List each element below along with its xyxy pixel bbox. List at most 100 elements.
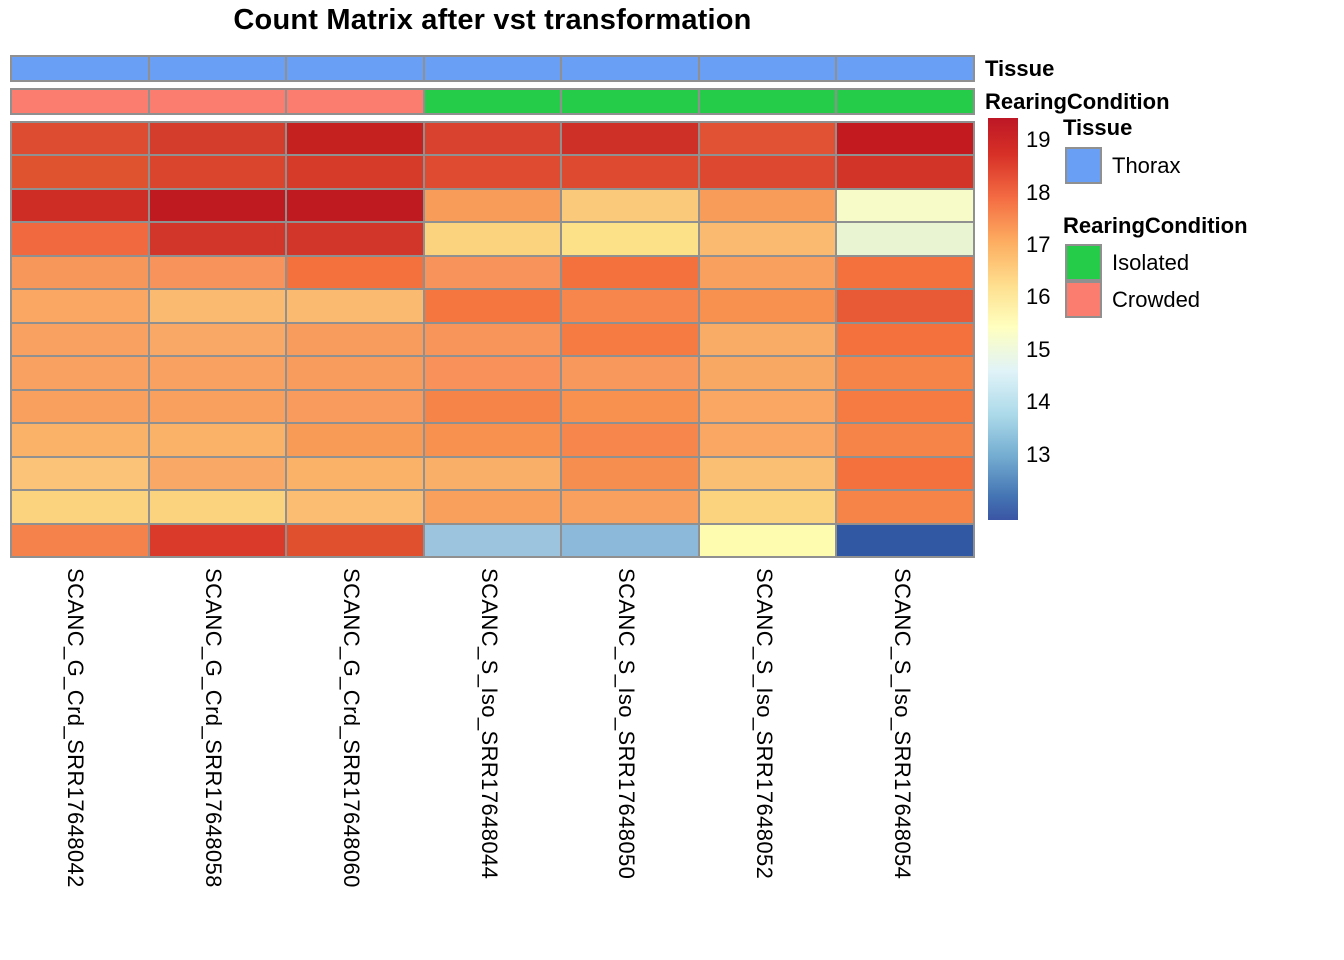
heatmap-cell (12, 156, 148, 188)
heatmap-cell (287, 256, 423, 289)
heatmap-cell (699, 223, 836, 255)
annotation-cell-thorax (562, 57, 698, 80)
heatmap-cell (12, 390, 148, 423)
column-label: SCANC_G_Crd_SRR17648060 (338, 568, 364, 888)
heatmap-cell (699, 390, 836, 423)
heatmap-cell (149, 491, 286, 523)
column-label: SCANC_S_Iso_SRR17648044 (476, 568, 502, 880)
annotation-cell-crowded (287, 90, 423, 113)
colorbar-tick: 16 (1026, 284, 1051, 310)
heatmap-cell (287, 156, 423, 188)
colorbar-gradient (988, 118, 1018, 520)
heatmap-cell (699, 491, 836, 523)
heatmap-cell (149, 390, 286, 423)
heatmap-cell (287, 524, 423, 556)
heatmap-cell (562, 491, 698, 523)
legend-label-thorax: Thorax (1112, 153, 1181, 178)
heatmap-cell (287, 390, 423, 423)
heatmap-cell (287, 424, 423, 456)
heatmap-cell (287, 323, 423, 356)
heatmap-cell (149, 457, 286, 490)
heatmap-cell (149, 156, 286, 188)
heatmap-cell (149, 524, 286, 556)
heatmap-cell (837, 256, 973, 289)
heatmap-cell (562, 424, 698, 456)
heatmap-cell (699, 123, 836, 155)
heatmap-cell (837, 524, 973, 556)
heatmap-cell (699, 457, 836, 490)
heatmap-cell (424, 357, 561, 389)
heatmap-cell (562, 189, 698, 222)
heatmap-cell (837, 189, 973, 222)
legend-swatch-crowded (1065, 281, 1102, 318)
heatmap-cell (699, 290, 836, 322)
heatmap-cell (12, 189, 148, 222)
annotation-cell-thorax (149, 57, 286, 80)
heatmap-cell (562, 524, 698, 556)
annotation-bar-rearing-condition (10, 88, 975, 115)
heatmap-cell (562, 156, 698, 188)
heatmap-cell (562, 290, 698, 322)
column-label: SCANC_S_Iso_SRR17648052 (752, 568, 778, 880)
colorbar-tick: 17 (1026, 232, 1051, 257)
colorbar-tick: 18 (1026, 179, 1051, 205)
heatmap-cell (424, 424, 561, 456)
heatmap-cell (837, 457, 973, 490)
heatmap-cell (12, 256, 148, 289)
heatmap-cell (424, 323, 561, 356)
heatmap-cell (12, 524, 148, 556)
heatmap-cell (837, 323, 973, 356)
heatmap-cell (149, 323, 286, 356)
annotation-cell-isolated (837, 90, 973, 113)
heatmap-cell (149, 123, 286, 155)
heatmap-cell (837, 123, 973, 155)
colorbar-tick: 13 (1026, 441, 1051, 467)
heatmap-cell (562, 223, 698, 255)
annotation-cell-thorax (424, 57, 561, 80)
heatmap-cell (424, 156, 561, 188)
heatmap-cell (699, 156, 836, 188)
heatmap-cell (12, 457, 148, 490)
heatmap-cell (424, 491, 561, 523)
heatmap-cell (424, 223, 561, 255)
heatmap-cell (699, 524, 836, 556)
heatmap-cell (424, 457, 561, 490)
heatmap-cell (149, 223, 286, 255)
heatmap-cell (837, 424, 973, 456)
heatmap-cell (12, 223, 148, 255)
column-label: SCANC_S_Iso_SRR17648054 (890, 568, 916, 880)
heatmap-cell (424, 256, 561, 289)
annotation-cell-isolated (562, 90, 698, 113)
heatmap-cell (837, 290, 973, 322)
heatmap-cell (699, 256, 836, 289)
heatmap-cell (149, 357, 286, 389)
column-label: SCANC_S_Iso_SRR17648050 (614, 568, 640, 880)
legend-label-isolated: Isolated (1112, 250, 1190, 275)
heatmap-cell (149, 189, 286, 222)
heatmap-cell (149, 256, 286, 289)
heatmap-cell (699, 357, 836, 389)
heatmap-cell (837, 390, 973, 423)
annotation-cell-thorax (287, 57, 423, 80)
heatmap-cell (562, 256, 698, 289)
heatmap-cell (12, 123, 148, 155)
heatmap-cell (699, 189, 836, 222)
heatmap-cell (562, 457, 698, 490)
heatmap-cell (562, 357, 698, 389)
annotation-bar-label-tissue: Tissue (985, 56, 1055, 81)
heatmap-cell (287, 357, 423, 389)
annotation-bar-tissue (10, 55, 975, 82)
heatmap-cell (837, 156, 973, 188)
legend-swatch-isolated (1065, 244, 1102, 281)
heatmap-cell (12, 424, 148, 456)
colorbar-tick: 14 (1026, 389, 1051, 415)
heatmap-cell (424, 524, 561, 556)
heatmap-cell (837, 357, 973, 389)
legend-title-tissue: Tissue (1063, 115, 1133, 140)
annotation-cell-isolated (424, 90, 561, 113)
heatmap-cell (562, 323, 698, 356)
heatmap-cell (424, 390, 561, 423)
heatmap-cell (12, 290, 148, 322)
heatmap-cell (287, 223, 423, 255)
legend-swatch-thorax (1065, 147, 1102, 184)
